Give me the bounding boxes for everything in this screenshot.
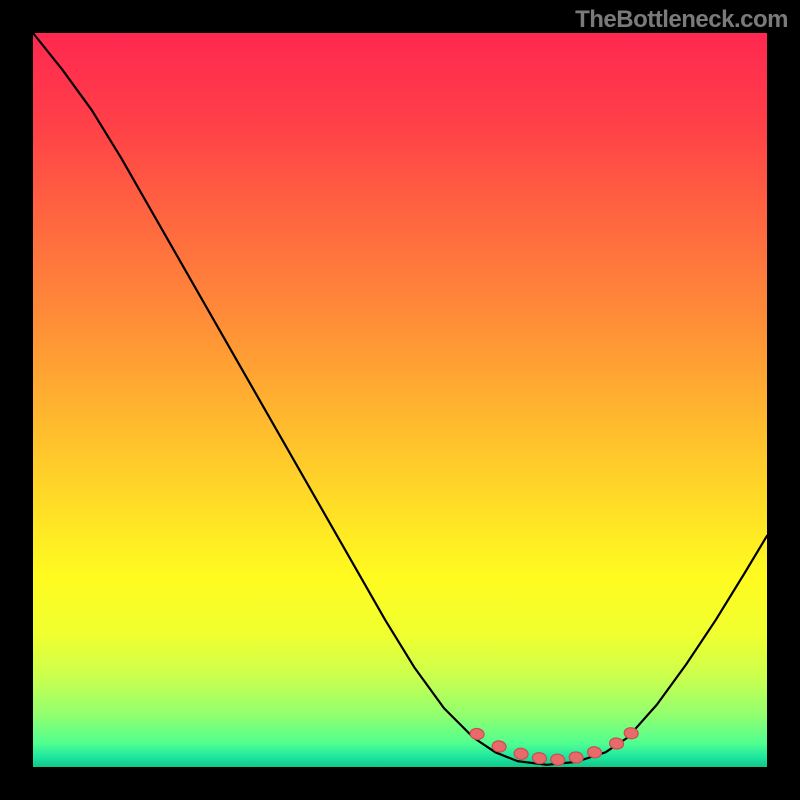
bottleneck-chart [0, 0, 800, 800]
chart-container: TheBottleneck.com [0, 0, 800, 800]
chart-background-gradient [33, 33, 767, 767]
frame-left [0, 0, 33, 800]
attribution-watermark: TheBottleneck.com [575, 6, 788, 34]
frame-right [767, 0, 800, 800]
frame-bottom [0, 767, 800, 800]
